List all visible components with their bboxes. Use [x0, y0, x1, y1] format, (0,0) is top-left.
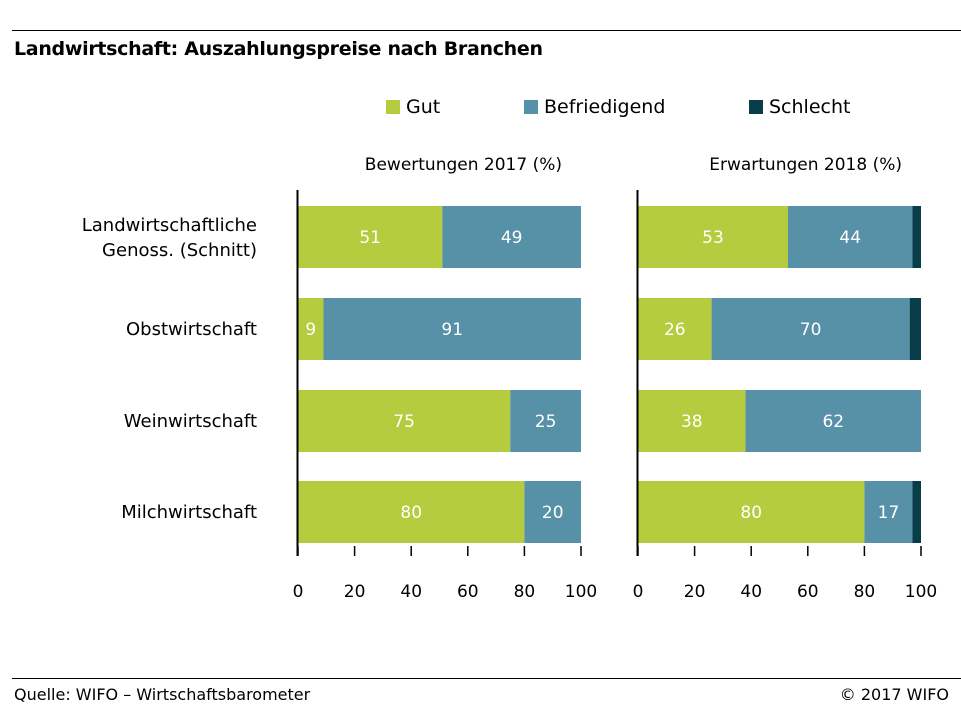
- tick-label: 20: [684, 582, 706, 602]
- tick-label: 40: [400, 582, 422, 602]
- bar-segment-schlecht: [913, 481, 921, 543]
- tick-label: 100: [905, 582, 937, 602]
- bar-value-label: 20: [542, 503, 564, 523]
- tick-label: 0: [293, 582, 304, 602]
- bar-value-label: 44: [839, 228, 861, 248]
- category-label: Milchwirtschaft: [121, 502, 257, 523]
- chart: Landwirtschaftliche Genoss. (Schnitt) Obst…: [0, 0, 961, 709]
- tick-label: 80: [514, 582, 536, 602]
- bar-value-label: 17: [878, 503, 900, 523]
- bar-value-label: 53: [702, 228, 724, 248]
- tick-label: 60: [457, 582, 479, 602]
- bar-value-label: 49: [501, 228, 523, 248]
- tick-label: 40: [740, 582, 762, 602]
- bar-value-label: 51: [359, 228, 381, 248]
- tick-label: 80: [854, 582, 876, 602]
- category-label: Weinwirtschaft: [124, 411, 257, 432]
- bar-value-label: 70: [800, 320, 822, 340]
- bar-value-label: 38: [681, 412, 703, 432]
- bar-segment-schlecht: [910, 298, 921, 360]
- panel-title: Erwartungen 2018 (%): [709, 155, 902, 175]
- bar-value-label: 25: [535, 412, 557, 432]
- category-label: Obstwirtschaft: [126, 319, 257, 340]
- bar-segment-schlecht: [913, 206, 921, 268]
- tick-label: 100: [565, 582, 597, 602]
- category-label: Landwirtschaftliche Genoss. (Schnitt): [82, 215, 257, 261]
- bar-value-label: 62: [822, 412, 844, 432]
- panel-title: Bewertungen 2017 (%): [365, 155, 562, 175]
- bar-value-label: 80: [400, 503, 422, 523]
- bottom-rule: [12, 678, 961, 679]
- bar-value-label: 80: [740, 503, 762, 523]
- tick-label: 0: [633, 582, 644, 602]
- tick-label: 20: [344, 582, 366, 602]
- source-note: Quelle: WIFO – Wirtschaftsbarometer: [14, 685, 310, 704]
- tick-label: 60: [797, 582, 819, 602]
- copyright: © 2017 WIFO: [840, 685, 949, 704]
- bar-value-label: 75: [393, 412, 415, 432]
- bar-value-label: 91: [441, 320, 463, 340]
- bar-value-label: 26: [664, 320, 686, 340]
- bar-value-label: 9: [305, 320, 316, 340]
